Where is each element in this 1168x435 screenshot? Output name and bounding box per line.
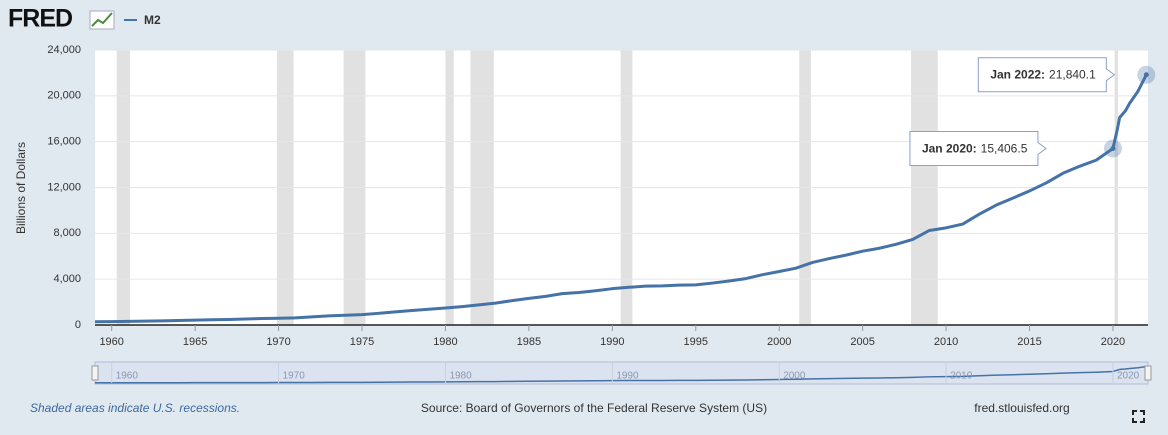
x-tick-label: 2020 — [1101, 336, 1125, 348]
tooltip-box — [977, 57, 1116, 93]
navigator-tick-label: 2000 — [783, 371, 806, 382]
series-line — [94, 74, 1148, 324]
y-axis-label: Billions of Dollars — [14, 142, 28, 234]
y-tick-label: 8,000 — [53, 227, 81, 239]
tooltip-text: Jan 2022: 21,840.1 — [990, 68, 1096, 82]
navigator-tick-label: 1970 — [283, 371, 306, 382]
x-tick-label: 1990 — [600, 336, 624, 348]
navigator-tick-label: 2020 — [1117, 371, 1140, 382]
navigator-line — [94, 365, 1147, 384]
navigator-tick-label: 1990 — [616, 371, 639, 382]
x-tick-label: 1970 — [266, 336, 290, 348]
point-marker — [1143, 72, 1149, 78]
y-tick-label: 4,000 — [53, 273, 81, 285]
brand-logo[interactable]: FRED — [8, 5, 73, 33]
logo-icon — [89, 10, 115, 30]
tooltip-box — [909, 130, 1047, 166]
tooltip-text: Jan 2020: 15,406.5 — [922, 142, 1028, 156]
x-tick-label: 2015 — [1017, 336, 1041, 348]
site-link[interactable]: fred.stlouisfed.org — [974, 401, 1069, 415]
y-tick-label: 24,000 — [47, 44, 81, 56]
x-tick-label: 2000 — [767, 336, 791, 348]
recession-note: Shaded areas indicate U.S. recessions. — [30, 401, 240, 415]
navigator-tick-label: 2010 — [950, 371, 973, 382]
tooltip-label: Jan 2020: — [922, 142, 977, 156]
navigator-tick-label: 1960 — [116, 371, 139, 382]
fullscreen-icon[interactable] — [1132, 410, 1145, 423]
x-tick-label: 2005 — [850, 336, 874, 348]
x-tick-label: 1985 — [517, 336, 541, 348]
x-tick-label: 1980 — [433, 336, 457, 348]
navigator-content: 1960 1970 1980 1990 2000 2010 2020 — [94, 363, 1147, 384]
source: Source: Board of Governors of the Federa… — [421, 401, 767, 415]
x-tick-label: 1965 — [183, 336, 207, 348]
navigator-handle[interactable] — [1144, 365, 1152, 381]
navigator-handle[interactable] — [91, 365, 99, 381]
x-tick-label: 1960 — [99, 336, 123, 348]
tooltip-label: Jan 2022: — [990, 68, 1045, 82]
navigator-tick-label: 1980 — [449, 371, 472, 382]
plot: 0 4,000 8,000 12,000 16,000 20,000 24,000 1960 1… — [47, 44, 1156, 348]
y-tick-label: 20,000 — [47, 90, 81, 102]
x-tick-label: 1975 — [350, 336, 374, 348]
y-tick-label: 12,000 — [47, 181, 81, 193]
y-tick-label: 0 — [75, 319, 81, 331]
legend-label[interactable]: M2 — [144, 13, 161, 27]
point-marker — [1110, 145, 1116, 151]
tooltip-value: 15,406.5 — [981, 142, 1028, 156]
tooltip-value: 21,840.1 — [1049, 68, 1096, 82]
y-tick-label: 16,000 — [47, 136, 81, 148]
x-tick-label: 2010 — [934, 336, 958, 348]
x-tick-label: 1995 — [684, 336, 708, 348]
